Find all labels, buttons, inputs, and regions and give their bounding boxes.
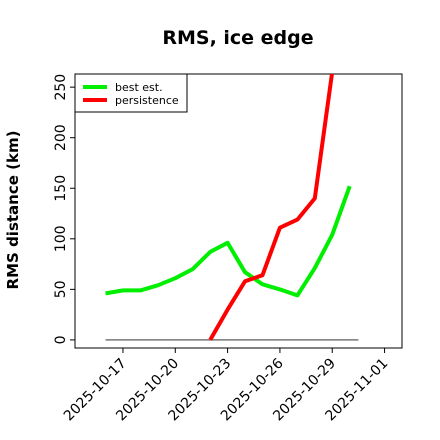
y-tick-label: 200: [53, 124, 69, 151]
series-group: [105, 74, 352, 341]
legend-box: [74, 73, 188, 113]
plot-frame: [74, 73, 403, 349]
plot-layer: 0501001502002502025-10-172025-10-202025-…: [53, 73, 403, 424]
legend-label: best est.: [115, 81, 163, 94]
series-line-persistence: [208, 74, 334, 341]
legend-label: persistence: [115, 94, 179, 107]
y-axis-label: RMS distance (km): [4, 131, 22, 290]
y-tick-label: 50: [53, 280, 69, 298]
y-tick-label: 0: [53, 335, 69, 344]
y-tick-label: 150: [53, 175, 69, 202]
chart-title: RMS, ice edge: [162, 27, 313, 49]
y-tick-label: 250: [53, 74, 69, 101]
legend: best est.persistence: [74, 73, 188, 113]
series-line-best-est: [105, 185, 352, 298]
y-tick-label: 100: [53, 225, 69, 252]
